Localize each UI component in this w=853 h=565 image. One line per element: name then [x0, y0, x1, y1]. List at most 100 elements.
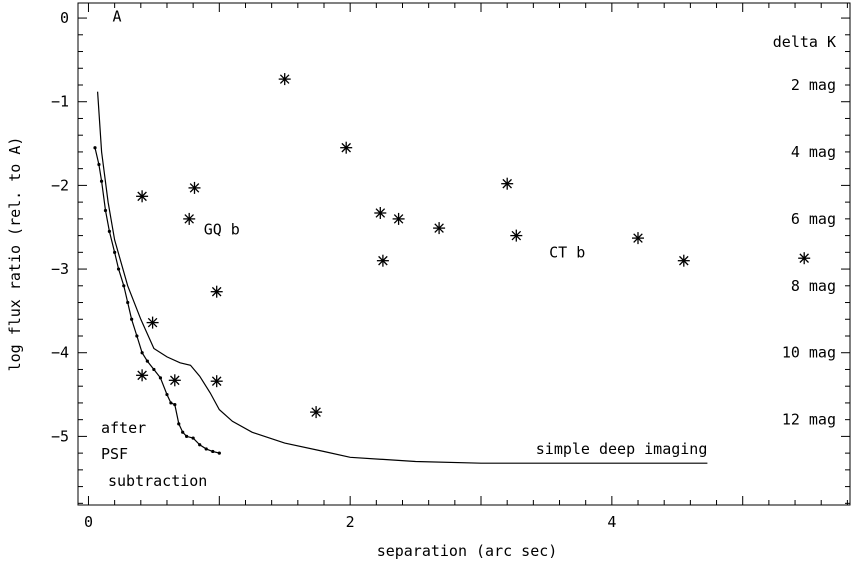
delta-k-label: 4 mag [791, 143, 836, 161]
x-axis-label: separation (arc sec) [377, 542, 558, 560]
y-axis-label: log flux ratio (rel. to A) [6, 137, 24, 372]
curve-dot [169, 401, 173, 405]
asterisk-stroke [679, 255, 689, 266]
curve-dot [145, 359, 149, 363]
asterisk-point [183, 212, 196, 225]
delta-k-label: 8 mag [791, 277, 836, 295]
asterisk-stroke [311, 407, 321, 417]
asterisk-point [510, 229, 523, 242]
after-psf-label: subtraction [108, 472, 207, 490]
plot-frame [77, 2, 851, 506]
y-tick-label: −4 [51, 344, 69, 362]
asterisk-stroke [393, 214, 404, 224]
asterisk-point [168, 374, 181, 387]
asterisk-point [677, 254, 690, 267]
delta-k-label: 12 mag [782, 411, 836, 429]
asterisk-point [340, 141, 353, 154]
asterisk-stroke [434, 223, 444, 233]
curve-dot [152, 367, 156, 372]
curve-dot [185, 434, 189, 438]
delta-k-label: 6 mag [791, 210, 836, 228]
asterisk-stroke [170, 375, 180, 386]
curve-dot [103, 208, 108, 213]
curve-dot [191, 436, 195, 440]
curve-dot [181, 430, 185, 434]
psf-subtraction-curve [94, 147, 220, 454]
asterisk-point [310, 406, 323, 419]
tick-labels: 0 2 4 0 −1 −2 −3 −4 −5 [51, 9, 616, 531]
annotations: A GQ b CT b simple deep imaging after PSF subt… [101, 7, 707, 490]
asterisk-stroke [799, 253, 809, 263]
x-tick-label: 2 [346, 513, 355, 531]
asterisk-point [392, 212, 405, 225]
asterisk-stroke [502, 178, 512, 189]
curve-dot [211, 449, 215, 454]
asterisk-point [188, 181, 201, 194]
data-points [136, 73, 811, 419]
asterisk-stroke [341, 142, 351, 153]
asterisk-point [210, 285, 223, 298]
asterisk-point [136, 190, 149, 203]
curve-dot [93, 146, 97, 150]
asterisk-stroke [184, 214, 194, 224]
y-tick-label: 0 [60, 9, 69, 27]
asterisk-point [278, 73, 291, 86]
delta-k-label: 2 mag [791, 76, 836, 94]
asterisk-stroke [211, 286, 222, 297]
asterisk-stroke [279, 74, 290, 84]
y-tick-label: −1 [51, 93, 69, 111]
curve-dot [135, 334, 139, 338]
deep-imaging-curve [97, 91, 708, 464]
asterisk-stroke [511, 230, 522, 241]
asterisk-stroke [633, 233, 643, 243]
asterisk-point [433, 222, 446, 235]
asterisk-point [632, 232, 644, 245]
x-tick-label: 0 [84, 513, 93, 531]
curve-dot [97, 162, 101, 167]
annotation-label: CT b [549, 243, 585, 261]
y-tick-label: −3 [51, 260, 69, 278]
annotation-label: simple deep imaging [536, 440, 708, 458]
x-tick-label: 4 [607, 513, 616, 531]
curve-dot [173, 403, 177, 407]
curve-dot [122, 284, 126, 288]
curve-dot [130, 317, 134, 321]
curve-dot [140, 351, 144, 355]
curve-dot [204, 447, 208, 451]
curve-dot [217, 451, 221, 455]
curve-dot [116, 267, 121, 271]
curve-dot [177, 422, 181, 426]
asterisk-point [374, 207, 387, 219]
asterisk-point [376, 254, 389, 267]
y-tick-label: −2 [51, 176, 69, 194]
curve-dot [165, 392, 169, 397]
after-psf-label: after [101, 419, 146, 437]
asterisk-point [501, 177, 514, 190]
asterisk-stroke [147, 317, 158, 328]
asterisk-stroke [189, 183, 200, 193]
asterisk-point [146, 316, 159, 329]
curve-dot [198, 443, 202, 447]
primary-star-label: A [112, 7, 121, 25]
y-tick-label: −5 [51, 427, 69, 445]
delta-k-header: delta K [773, 33, 836, 51]
asterisk-stroke [137, 370, 147, 381]
curves [93, 91, 708, 464]
curve-dot [158, 376, 163, 380]
asterisk-stroke [211, 376, 222, 386]
asterisk-point [136, 369, 149, 382]
asterisk-stroke [378, 255, 388, 266]
delta-k-label: 10 mag [782, 344, 836, 362]
annotation-label: GQ b [204, 221, 240, 239]
asterisk-stroke [375, 208, 386, 218]
curve-dot [107, 229, 112, 234]
curve-dot [99, 179, 104, 183]
delta-k-scale: delta K 2 mag 4 mag 6 mag 8 mag 10 mag 12 mag [773, 33, 836, 429]
after-psf-label: PSF [101, 445, 128, 463]
asterisk-stroke [137, 191, 147, 202]
tick-marks [78, 3, 850, 505]
curve-dot [113, 250, 117, 254]
asterisk-point [210, 375, 223, 388]
asterisk-point [798, 252, 811, 265]
